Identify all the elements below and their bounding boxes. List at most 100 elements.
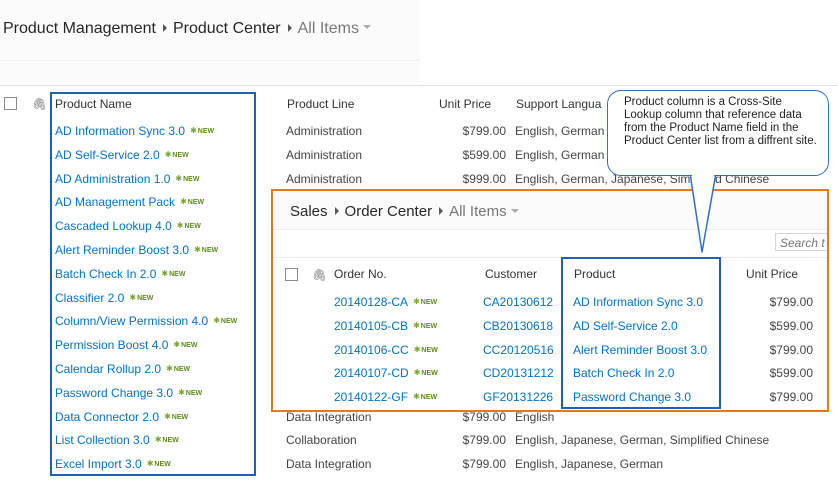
product-lookup-link[interactable]: AD Self-Service 2.0 (573, 319, 678, 333)
callout-annotation: Product column is a Cross-Site Lookup co… (607, 90, 829, 176)
unit-price-cell: $799.00 (769, 343, 813, 357)
order-no-link[interactable]: 20140105-CB NEW (334, 319, 437, 333)
new-badge: NEW (190, 126, 214, 135)
product-name-link[interactable]: Password Change 3.0 (55, 386, 174, 400)
list-item[interactable]: List Collection 3.0 NEW (55, 433, 179, 447)
search-input[interactable] (776, 235, 827, 251)
list-item[interactable]: Batch Check In 2.0 NEW (55, 267, 185, 281)
view-selector-all-items[interactable]: All Items (297, 20, 359, 37)
breadcrumb-sales[interactable]: Sales (290, 203, 328, 220)
list-item[interactable]: Column/View Permission 4.0 NEW (55, 314, 237, 328)
column-header-unit-price[interactable]: Unit Price (746, 267, 799, 281)
attachment-icon: 🖇 (312, 268, 328, 282)
order-no-text[interactable]: 20140128-CA (334, 295, 409, 309)
product-lookup-link[interactable]: Alert Reminder Boost 3.0 (573, 343, 708, 357)
divider (273, 257, 827, 258)
breadcrumb-product-management[interactable]: Product Management (3, 20, 156, 37)
chevron-down-icon[interactable] (362, 25, 371, 30)
column-header-support-languages[interactable]: Support Langua (516, 97, 602, 111)
breadcrumb-order-center[interactable]: Order Center (344, 203, 433, 220)
order-no-text[interactable]: 20140105-CB (334, 319, 409, 333)
product-name-link[interactable]: Cascaded Lookup 4.0 (55, 219, 172, 233)
list-item[interactable]: AD Administration 1.0 NEW (55, 172, 199, 186)
new-badge: NEW (164, 412, 188, 421)
unit-price-cell: $799.00 (462, 410, 506, 424)
column-header-customer[interactable]: Customer (485, 267, 538, 281)
new-badge: NEW (414, 345, 437, 354)
new-badge: NEW (414, 368, 437, 377)
breadcrumb-separator-icon (439, 207, 444, 216)
product-name-link[interactable]: AD Information Sync 3.0 (55, 124, 186, 138)
product-name-link[interactable]: Excel Import 3.0 (55, 457, 142, 471)
order-no-link[interactable]: 20140106-CC NEW (334, 343, 438, 357)
view-selector-all-items[interactable]: All Items (449, 203, 507, 220)
breadcrumb-product-center[interactable]: Product Center (172, 20, 281, 37)
order-no-link[interactable]: 20140128-CA NEW (334, 295, 437, 309)
unit-price-cell: $799.00 (769, 390, 813, 404)
list-item[interactable]: Password Change 3.0 NEW (55, 386, 202, 400)
product-name-link[interactable]: AD Management Pack (55, 195, 176, 209)
product-name-link[interactable]: Alert Reminder Boost 3.0 (55, 243, 190, 257)
new-badge: NEW (165, 150, 188, 159)
support-languages-cell: English, German (515, 124, 605, 138)
product-line-cell: Administration (286, 148, 363, 162)
list-item[interactable]: AD Self-Service 2.0 NEW (55, 148, 189, 162)
product-name-link[interactable]: Permission Boost 4.0 (55, 338, 169, 352)
list-item[interactable]: Calendar Rollup 2.0 NEW (55, 362, 190, 376)
search-box[interactable] (775, 233, 827, 251)
product-line-cell: Administration (286, 124, 363, 138)
select-all-checkbox[interactable] (285, 268, 298, 281)
list-item[interactable]: Data Connector 2.0 NEW (55, 410, 188, 424)
column-header-order-no[interactable]: Order No. (334, 267, 387, 281)
product-name-link[interactable]: Classifier 2.0 (55, 291, 125, 305)
new-badge: NEW (173, 340, 197, 349)
customer-link[interactable]: CA20130612 (483, 295, 554, 309)
unit-price-cell: $599.00 (462, 148, 506, 162)
list-item[interactable]: Excel Import 3.0 NEW (55, 457, 171, 471)
list-item[interactable]: Classifier 2.0 NEW (55, 291, 153, 305)
product-lookup-link[interactable]: AD Information Sync 3.0 (573, 295, 704, 309)
breadcrumb-separator-icon (287, 23, 292, 32)
product-name-link[interactable]: Column/View Permission 4.0 (55, 314, 209, 328)
unit-price-cell: $999.00 (462, 172, 506, 186)
product-name-link[interactable]: Calendar Rollup 2.0 (55, 362, 162, 376)
customer-link[interactable]: CB20130618 (483, 319, 554, 333)
new-badge: NEW (194, 245, 218, 254)
list-item[interactable]: AD Management Pack NEW (55, 195, 204, 209)
column-header-product[interactable]: Product (574, 267, 616, 281)
new-badge: NEW (177, 221, 200, 230)
product-name-link[interactable]: AD Administration 1.0 (55, 172, 171, 186)
order-no-link[interactable]: 20140122-GF NEW (334, 390, 437, 404)
list-item[interactable]: Permission Boost 4.0 NEW (55, 338, 197, 352)
order-no-text[interactable]: 20140106-CC (334, 343, 409, 357)
customer-link[interactable]: GF20131226 (483, 390, 554, 404)
product-name-link[interactable]: List Collection 3.0 (55, 433, 150, 447)
order-no-text[interactable]: 20140107-CD (334, 366, 409, 380)
product-lookup-link[interactable]: Batch Check In 2.0 (573, 366, 675, 380)
list-item[interactable]: Cascaded Lookup 4.0 NEW (55, 219, 201, 233)
order-no-text[interactable]: 20140122-GF (334, 390, 409, 404)
chevron-down-icon[interactable] (510, 208, 519, 213)
product-name-link[interactable]: AD Self-Service 2.0 (55, 148, 160, 162)
new-badge: NEW (155, 435, 178, 444)
customer-link[interactable]: CC20120516 (483, 343, 554, 357)
unit-price-cell: $799.00 (462, 457, 506, 471)
product-lookup-link[interactable]: Password Change 3.0 (573, 390, 692, 404)
customer-link[interactable]: CD20131212 (483, 366, 554, 380)
select-all-checkbox[interactable] (4, 97, 17, 110)
list-item[interactable]: Alert Reminder Boost 3.0 NEW (55, 243, 218, 257)
column-header-product-line[interactable]: Product Line (287, 97, 355, 111)
order-no-link[interactable]: 20140107-CD NEW (334, 366, 438, 380)
new-badge: NEW (161, 269, 185, 278)
divider (0, 85, 838, 86)
top-header: Product Management Product Center All Item… (0, 0, 420, 61)
column-header-unit-price[interactable]: Unit Price (439, 97, 492, 111)
attachment-icon: 🖇 (32, 97, 48, 111)
product-name-link[interactable]: Data Connector 2.0 (55, 410, 160, 424)
product-name-link[interactable]: Batch Check In 2.0 (55, 267, 157, 281)
product-column-highlight (561, 257, 721, 409)
list-item[interactable]: AD Information Sync 3.0 NEW (55, 124, 214, 138)
product-line-cell: Data Integration (286, 410, 372, 424)
column-header-product-name[interactable]: Product Name (55, 97, 132, 111)
product-line-cell: Collaboration (286, 433, 357, 447)
